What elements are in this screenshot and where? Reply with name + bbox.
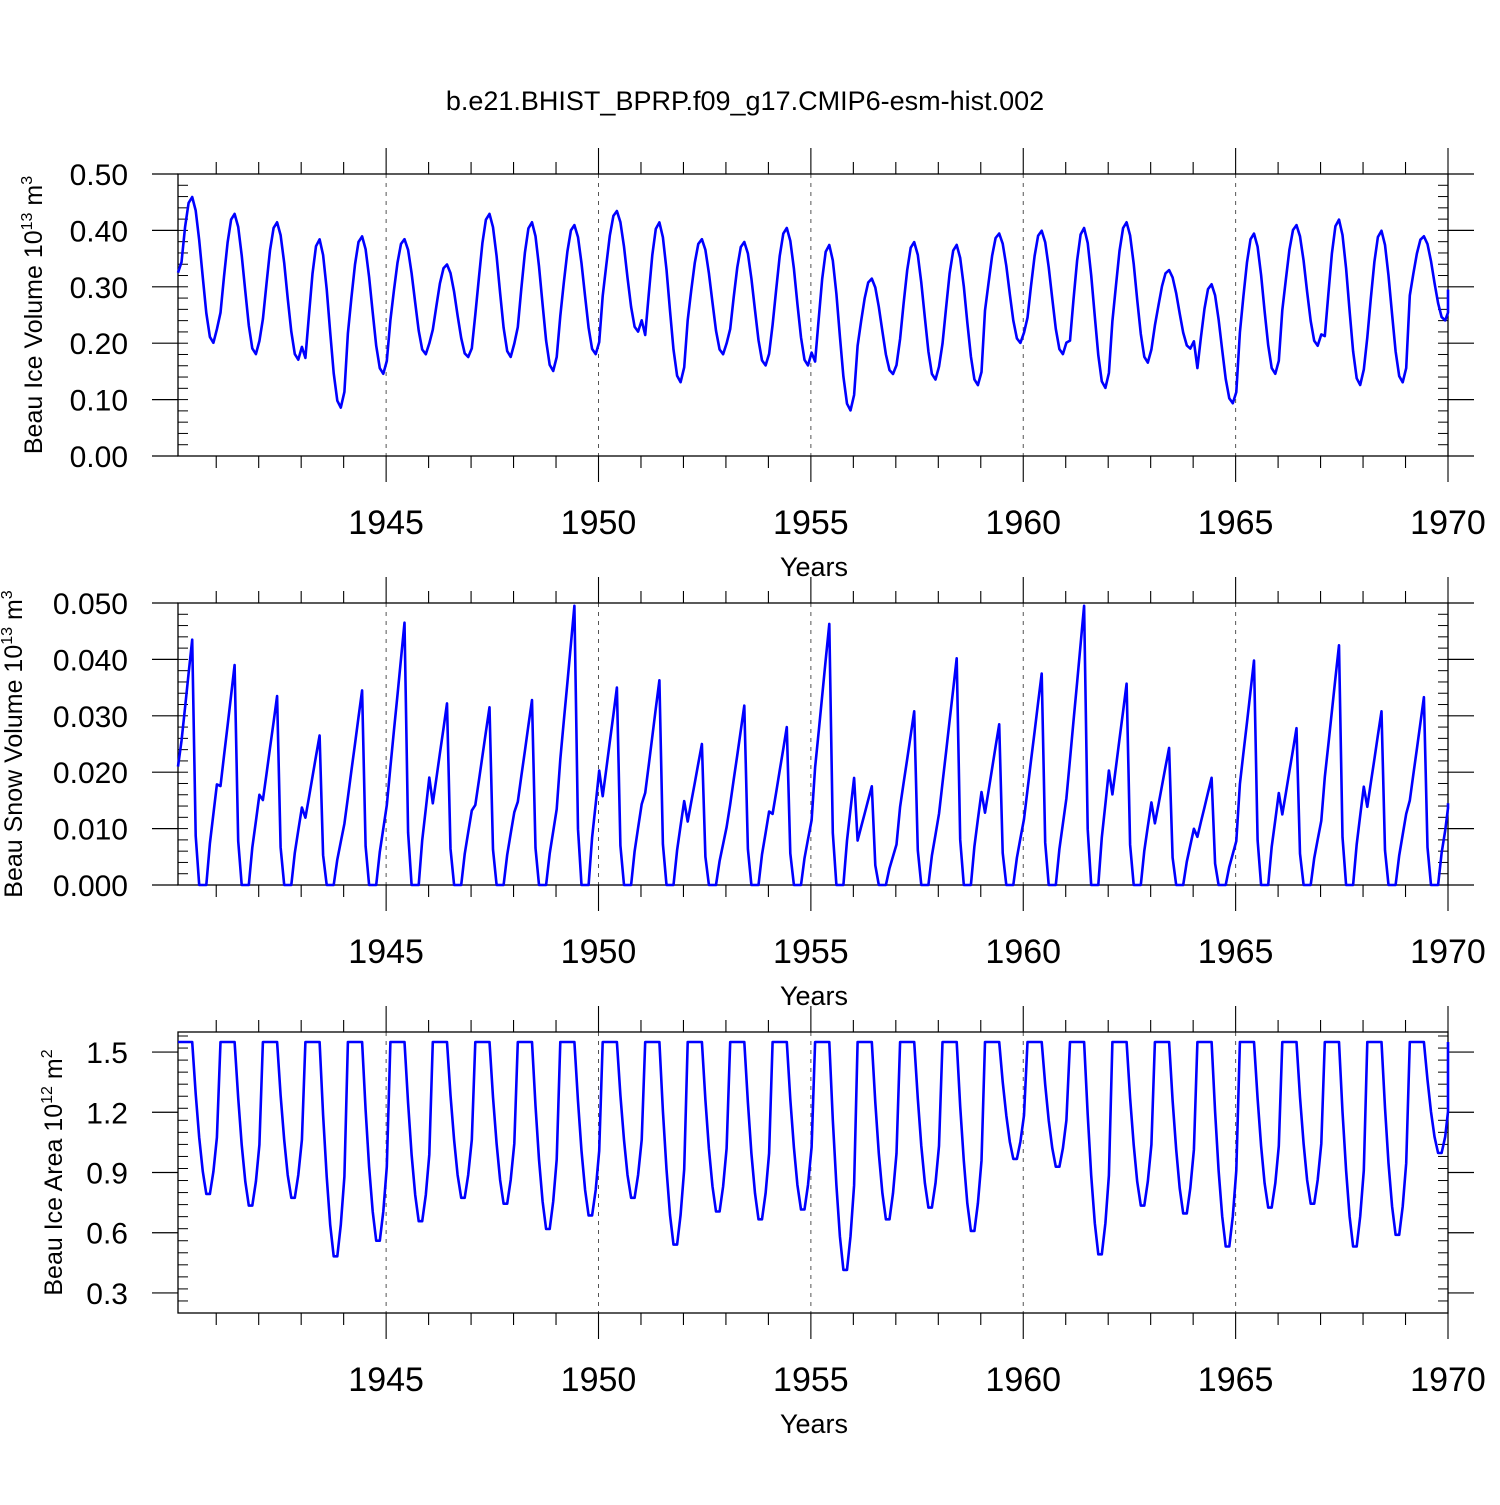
x-tick-label: 1950 <box>561 933 637 971</box>
y-label-exponent: 13 <box>0 627 16 645</box>
y-tick-label: 0.40 <box>70 215 128 248</box>
y-tick-label: 0.030 <box>53 701 128 734</box>
x-axis-label: Years <box>780 1409 848 1439</box>
x-tick-label: 1955 <box>773 933 849 971</box>
y-label-text: Beau Snow Volume 10 <box>0 645 28 898</box>
y-axis-label: Beau Ice Volume 1013 m3 <box>19 176 48 454</box>
y-tick-label: 0.50 <box>70 159 128 192</box>
y-tick-label: 0.050 <box>53 588 128 621</box>
series-line <box>176 604 1450 887</box>
x-tick-label: 1960 <box>985 933 1061 971</box>
x-tick-label: 1960 <box>985 1361 1061 1399</box>
y-label-unit: m <box>0 599 28 627</box>
series-line <box>176 195 1450 412</box>
y-label-exponent: 12 <box>39 1086 56 1104</box>
y-tick-label: 0.00 <box>70 441 128 474</box>
y-tick-label: 0.10 <box>70 385 128 418</box>
y-label-text: Beau Ice Volume 10 <box>20 230 48 454</box>
y-tick-label: 0.3 <box>86 1278 128 1311</box>
y-label-unit-exponent: 3 <box>19 176 36 185</box>
x-axis-label: Years <box>780 552 848 582</box>
x-tick-label: 1945 <box>348 504 424 542</box>
y-tick-label: 0.9 <box>86 1158 128 1191</box>
chart-panel-2: 0.000 0.010 0.020 0.030 0.040 0.050 1945 1950 19… <box>0 577 1486 1011</box>
y-axis-label: Beau Snow Volume 1013 m3 <box>0 590 28 898</box>
chart-panel-1: 0.00 0.10 0.20 0.30 0.40 0.50 1945 1950 1955 1960… <box>19 148 1486 582</box>
x-tick-label: 1970 <box>1410 1361 1486 1399</box>
y-label-unit-exponent: 2 <box>39 1049 56 1058</box>
y-label-unit: m <box>20 185 48 213</box>
y-tick-label: 0.000 <box>53 870 128 903</box>
x-tick-label: 1950 <box>561 1361 637 1399</box>
y-tick-label: 0.010 <box>53 814 128 847</box>
x-tick-label: 1955 <box>773 1361 849 1399</box>
chart-panel-3: 0.3 0.6 0.9 1.2 1.5 1945 1950 1955 1960 1965 1970 Y… <box>39 1006 1486 1439</box>
x-axis-label: Years <box>780 981 848 1011</box>
x-tick-label: 1965 <box>1198 933 1274 971</box>
y-tick-label: 0.6 <box>86 1218 128 1251</box>
x-tick-label: 1950 <box>561 504 637 542</box>
y-label-exponent: 13 <box>19 212 36 230</box>
x-tick-label: 1965 <box>1198 1361 1274 1399</box>
y-tick-label: 0.020 <box>53 757 128 790</box>
y-tick-label: 0.30 <box>70 272 128 305</box>
y-axis-label: Beau Ice Area 1012 m2 <box>39 1049 68 1295</box>
y-label-text: Beau Ice Area 10 <box>40 1104 68 1296</box>
y-tick-label: 1.2 <box>86 1097 128 1130</box>
plot-frame <box>177 602 1449 886</box>
x-tick-label: 1965 <box>1198 504 1274 542</box>
x-tick-label: 1945 <box>348 1361 424 1399</box>
figure-title: b.e21.BHIST_BPRP.f09_g17.CMIP6-esm-hist.… <box>446 86 1044 116</box>
y-tick-label: 0.20 <box>70 328 128 361</box>
series-line <box>178 1040 1450 1272</box>
y-tick-label: 1.5 <box>86 1037 128 1070</box>
y-tick-label: 0.040 <box>53 644 128 677</box>
x-tick-label: 1970 <box>1410 504 1486 542</box>
x-tick-label: 1960 <box>985 504 1061 542</box>
y-label-unit-exponent: 3 <box>0 590 16 599</box>
x-tick-label: 1955 <box>773 504 849 542</box>
plot-frame <box>177 173 1449 457</box>
x-tick-label: 1945 <box>348 933 424 971</box>
x-tick-label: 1970 <box>1410 933 1486 971</box>
y-label-unit: m <box>40 1058 68 1086</box>
